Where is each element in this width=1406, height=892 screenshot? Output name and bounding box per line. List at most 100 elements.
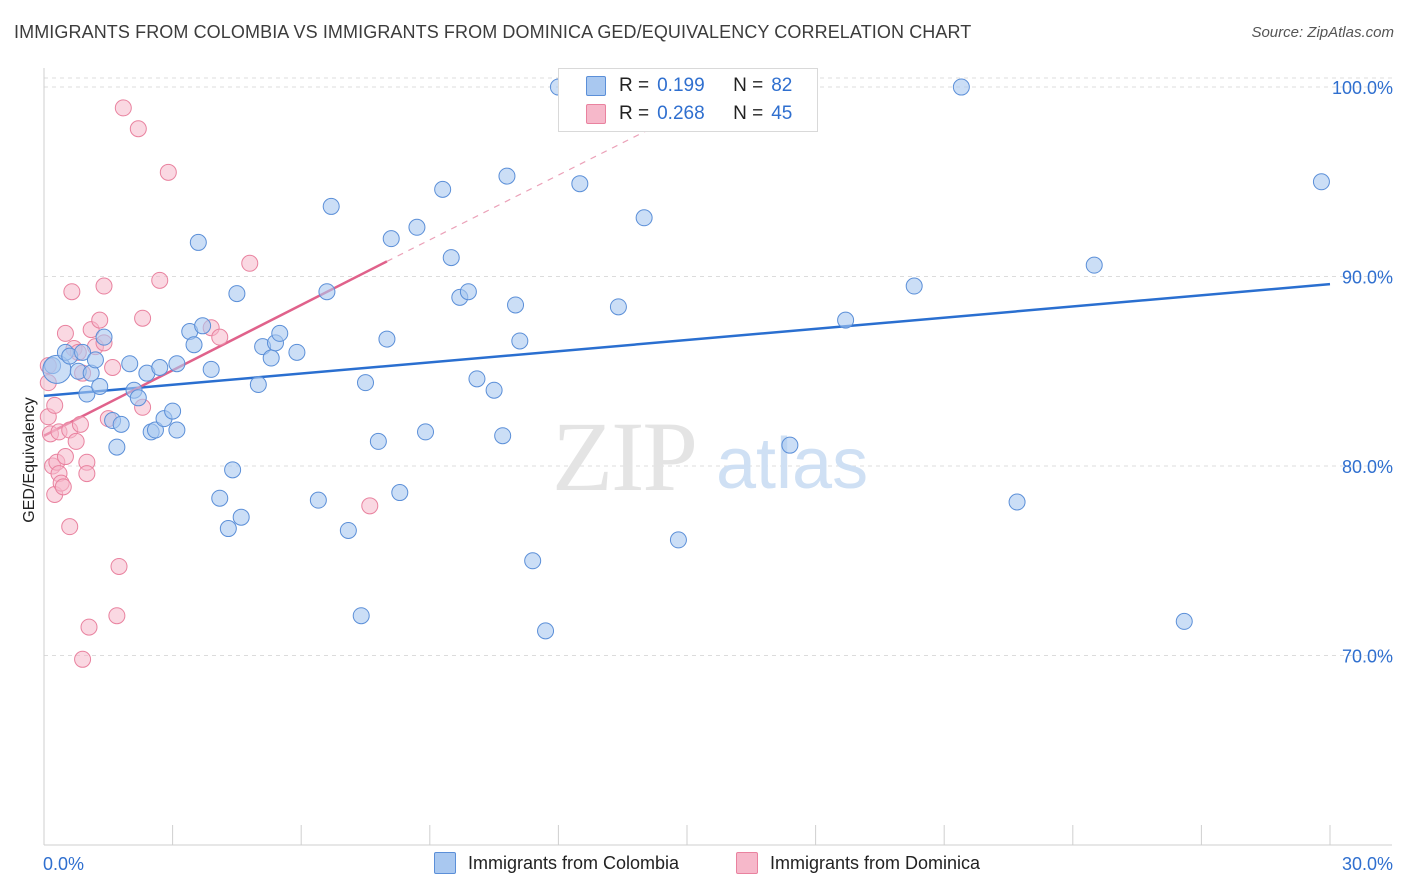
colombia-point (537, 622, 555, 640)
dominica-point (54, 478, 72, 496)
colombia-point (408, 218, 426, 236)
colombia-point (112, 415, 130, 433)
watermark: ZIP atlas (552, 401, 868, 512)
dominica-point (80, 618, 98, 636)
colombia-point (459, 283, 477, 301)
colombia-point (669, 531, 687, 549)
colombia-point (1008, 493, 1026, 511)
colombia-point (339, 521, 357, 539)
x-tick-label-max: 30.0% (1342, 854, 1393, 874)
dominica-point (95, 277, 113, 295)
dominica-point (91, 311, 109, 329)
colombia-point (905, 277, 923, 295)
colombia-point (781, 436, 799, 454)
colombia-point (78, 385, 96, 403)
axes (43, 68, 1392, 846)
colombia-point (635, 209, 653, 227)
y-tick-label: 70.0% (1342, 647, 1393, 667)
legend-r-value: 0.199 (657, 75, 705, 96)
bottom-legend-swatch-dominica (736, 852, 758, 874)
dominica-point (129, 120, 147, 138)
legend-n-value: 82 (771, 75, 793, 96)
legend-swatch-dominica (586, 104, 606, 124)
colombia-point (151, 358, 169, 376)
colombia-point (609, 298, 627, 316)
colombia-point (91, 377, 109, 395)
colombia-point (108, 438, 126, 456)
colombia-point (129, 389, 147, 407)
colombia-point (468, 370, 486, 388)
dominica-point (78, 465, 96, 483)
colombia-point (318, 283, 336, 301)
colombia-point (837, 311, 855, 329)
legend-n-label: N = (733, 103, 764, 124)
colombia-point (228, 285, 246, 303)
colombia-point (378, 330, 396, 348)
legend-row-dominica: R = 0.268 N = 45 (586, 100, 793, 128)
colombia-point (485, 381, 503, 399)
dominica-point (159, 163, 177, 181)
colombia-point (95, 328, 113, 346)
colombia-point (498, 167, 516, 185)
colombia-point (952, 78, 970, 96)
colombia-point (189, 233, 207, 251)
source-label: Source: ZipAtlas.com (1251, 24, 1394, 41)
legend-n-value: 45 (771, 103, 793, 124)
bottom-legend-swatch-colombia (434, 852, 456, 874)
colombia-point (121, 355, 139, 373)
dominica-point (134, 309, 152, 327)
axis-labels: 70.0% 80.0% 90.0% 100.0% 0.0% 30.0% GED/Equiva… (21, 78, 1393, 874)
dominica-point (74, 650, 92, 668)
legend-r-label: R = (619, 103, 650, 124)
colombia-point (1085, 256, 1103, 274)
colombia-point (357, 374, 374, 392)
dominica-point (71, 415, 89, 433)
colombia-point (417, 423, 435, 441)
colombia-point (232, 508, 250, 526)
colombia-point (86, 351, 104, 369)
colombia-point (271, 324, 289, 342)
colombia-point (1175, 612, 1193, 630)
colombia-point (391, 484, 409, 502)
colombia-point (511, 332, 529, 350)
legend-n-label: N = (733, 75, 764, 96)
dominica-point (241, 254, 259, 272)
colombia-point (352, 607, 370, 625)
chart-title: IMMIGRANTS FROM COLOMBIA VS IMMIGRANTS F… (14, 22, 972, 42)
correlation-legend: R = 0.199 N = 82 R = 0.268 N = 45 (558, 68, 818, 132)
legend-swatch-colombia (586, 76, 606, 96)
dominica-point (67, 432, 85, 450)
colombia-point (262, 349, 280, 367)
bottom-legend-label-colombia: Immigrants from Colombia (468, 852, 680, 873)
dominica-point (61, 518, 79, 536)
colombia-point (571, 175, 589, 193)
colombia-point (494, 427, 512, 445)
colombia-point (146, 421, 164, 439)
colombia-point (185, 336, 203, 354)
colombia-point (168, 355, 186, 373)
bottom-legend-dominica: Immigrants from Dominica (736, 852, 980, 874)
x-tick-label-min: 0.0% (43, 854, 84, 874)
dominica-point (151, 271, 169, 289)
dominica-point (114, 99, 132, 117)
colombia-point (369, 432, 387, 450)
colombia-point (168, 421, 186, 439)
colombia-point (507, 296, 525, 314)
colombia-points (42, 78, 1330, 640)
legend-r-value: 0.268 (657, 103, 705, 124)
colombia-point (442, 249, 460, 267)
dominica-points (39, 99, 379, 668)
dominica-point (56, 448, 74, 466)
watermark-zip: ZIP (552, 401, 696, 512)
colombia-point (219, 520, 237, 538)
colombia-point (194, 317, 212, 335)
colombia-point (74, 343, 92, 361)
dominica-point (63, 283, 81, 301)
colombia-point (288, 343, 306, 361)
watermark-atlas: atlas (716, 424, 868, 504)
dominica-point (108, 607, 126, 625)
dominica-trendline-extension (386, 120, 666, 262)
legend-r-label: R = (619, 75, 650, 96)
colombia-point (224, 461, 242, 479)
